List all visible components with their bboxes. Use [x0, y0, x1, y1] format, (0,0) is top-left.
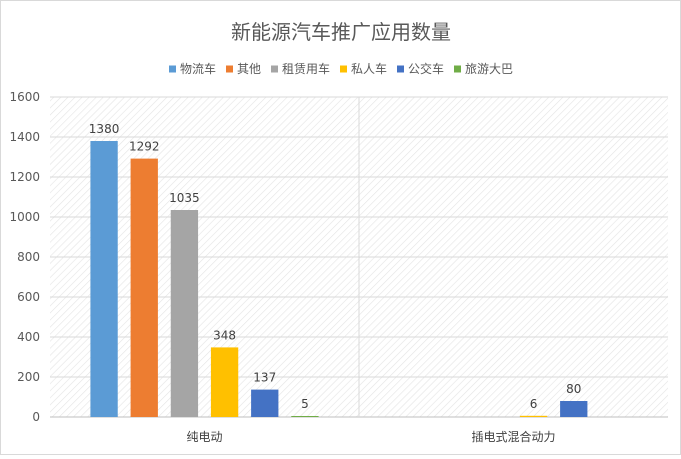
bar — [90, 141, 118, 417]
chart-title: 新能源汽车推广应用数量 — [231, 20, 451, 44]
data-labels: 1380 1292 1035 348 137 5 6 80 — [89, 122, 582, 411]
y-tick-label: 1400 — [9, 130, 40, 144]
bars — [90, 141, 588, 417]
legend-label: 其他 — [237, 62, 261, 76]
bar — [170, 210, 199, 417]
legend-swatch — [397, 65, 405, 73]
bar — [560, 401, 588, 417]
data-label: 1035 — [169, 191, 200, 205]
y-tick-label: 0 — [32, 410, 40, 424]
data-label: 1380 — [89, 122, 120, 136]
y-axis: 0 200 400 600 800 1000 1200 1400 1600 — [9, 90, 40, 424]
bar — [251, 389, 279, 417]
legend-swatch — [168, 65, 176, 73]
x-axis: 纯电动 插电式混合动力 — [186, 429, 555, 444]
y-tick-label: 1600 — [9, 90, 40, 104]
bar — [130, 158, 158, 417]
data-label: 1292 — [129, 140, 160, 154]
y-tick-label: 800 — [17, 250, 40, 264]
legend-label: 私人车 — [351, 61, 387, 76]
y-tick-label: 600 — [17, 290, 40, 304]
y-tick-label: 1000 — [9, 210, 40, 224]
legend-label: 租赁用车 — [282, 61, 330, 76]
bar — [291, 416, 319, 417]
legend-label: 公交车 — [408, 61, 444, 76]
x-tick-label: 插电式混合动力 — [471, 429, 555, 444]
legend-swatch — [339, 65, 347, 73]
legend-swatch — [270, 65, 278, 73]
data-label: 6 — [530, 397, 538, 411]
x-tick-label: 纯电动 — [186, 430, 222, 444]
y-tick-label: 1200 — [9, 170, 40, 184]
chart-legend: 物流车 其他 租赁用车 私人车 公交车 旅游大巴 — [168, 61, 513, 76]
data-label: 80 — [566, 382, 581, 396]
legend-label: 旅游大巴 — [465, 62, 513, 76]
data-label: 137 — [253, 371, 276, 385]
bar — [210, 347, 239, 417]
bar — [519, 415, 548, 417]
legend-label: 物流车 — [180, 61, 216, 76]
y-tick-label: 200 — [17, 370, 40, 384]
y-tick-label: 400 — [17, 330, 40, 344]
data-label: 348 — [213, 328, 236, 342]
legend-swatch — [225, 65, 233, 73]
legend-swatch — [454, 65, 462, 73]
data-label: 5 — [301, 397, 309, 411]
